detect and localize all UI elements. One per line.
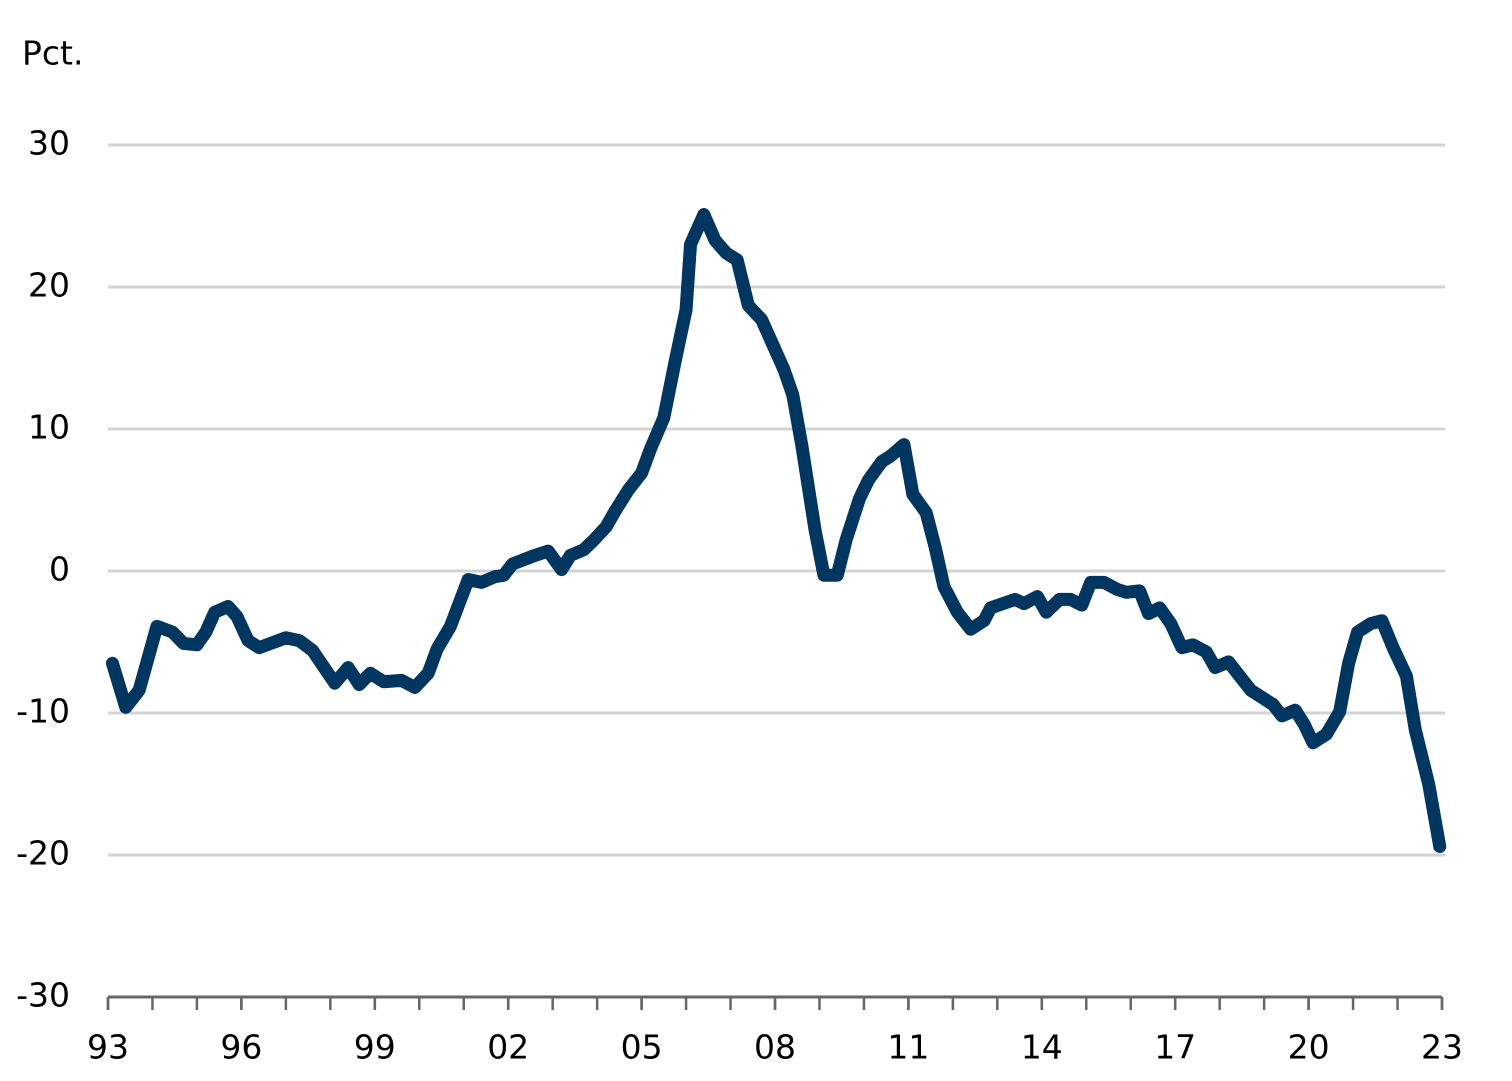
y-tick-label: 30 [28,124,70,163]
x-tick-label: 05 [621,1028,663,1067]
x-tick-label: 17 [1154,1028,1196,1067]
y-tick-label: 0 [49,550,70,589]
y-tick-label: 20 [28,266,70,305]
x-tick-label: 14 [1021,1028,1063,1067]
x-tick-label: 96 [220,1028,262,1067]
x-tick-label: 23 [1421,1028,1463,1067]
x-tick-label: 08 [754,1028,796,1067]
x-tick-label: 20 [1288,1028,1330,1067]
data-line [105,208,1447,853]
x-tick-label: 93 [87,1028,129,1067]
y-tick-label: -20 [16,834,70,873]
y-axis-label: Pct. [22,34,83,73]
y-tick-label: -10 [16,692,70,731]
y-tick-label: 10 [28,408,70,447]
x-tick-label: 11 [887,1028,929,1067]
y-tick-label: -30 [16,976,70,1015]
x-tick-label: 99 [354,1028,396,1067]
x-tick-label: 02 [487,1028,529,1067]
